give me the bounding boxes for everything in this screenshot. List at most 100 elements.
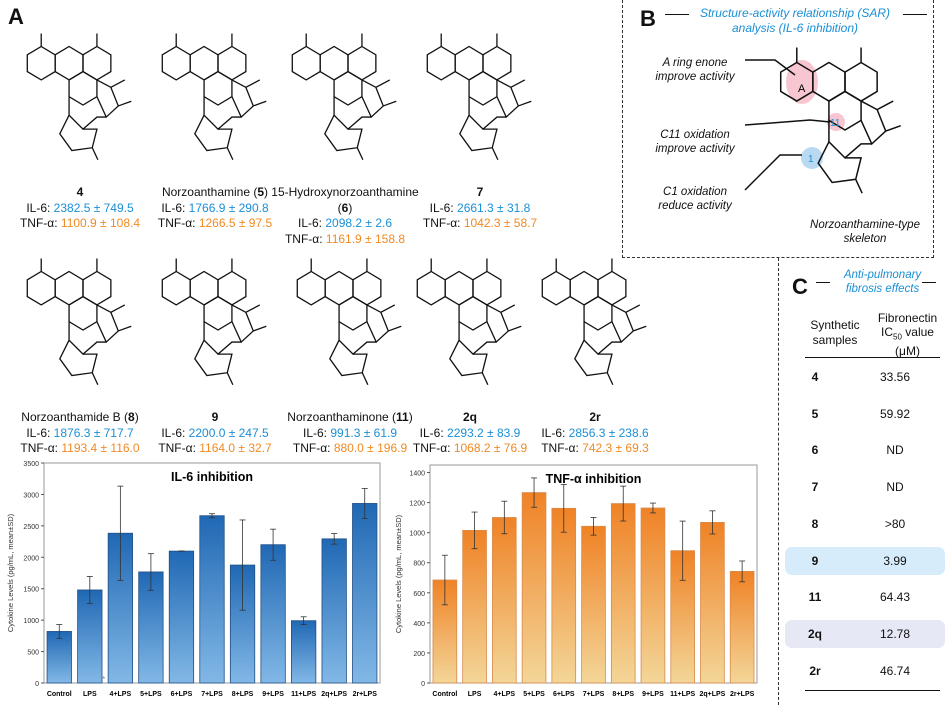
y-tick-label: 400: [413, 621, 425, 628]
y-tick-label: 3500: [23, 461, 39, 468]
bar-Control: [46, 631, 72, 684]
sar-label-a-ring: A ring enone improve activity: [655, 57, 735, 83]
compound-caption-9: 9 IL-6: 2200.0 ± 247.5 TNF-α: 1164.0 ± 3…: [158, 410, 272, 455]
structure-11: [296, 257, 402, 386]
panel-c-divider: [778, 258, 779, 705]
x-tick-label: 11+LPS: [670, 691, 695, 698]
x-tick-label: 6+LPS: [553, 691, 575, 698]
table-row: 7 ND: [785, 473, 945, 501]
bar-11+LPS: [291, 620, 317, 684]
table-row: 6 ND: [785, 436, 945, 464]
bar-5+LPS: [521, 492, 547, 684]
table-row: 4 33.56: [785, 363, 945, 391]
y-tick-label: 200: [413, 651, 425, 658]
ic50-cell: 46.74: [879, 663, 911, 678]
structure-4: [26, 32, 132, 161]
y-axis-label: Cytokine Levels (pg/mL, mean±SD): [6, 513, 15, 632]
ic50-cell: 64.43: [879, 590, 911, 605]
significance-marker: *: [102, 675, 105, 684]
table-row: 5 59.92: [785, 400, 945, 428]
y-tick-label: 0: [35, 681, 39, 688]
x-tick-label: 2q+LPS: [699, 691, 725, 698]
x-tick-label: 2r+LPS: [730, 691, 755, 698]
table-row: 11 64.43: [785, 583, 945, 611]
table-row: 8 >80: [785, 510, 945, 538]
bar-2r+LPS: [352, 503, 378, 684]
table-title: Anti-pulmonary fibrosis effects: [843, 269, 922, 295]
x-tick-label: 11+LPS: [291, 691, 316, 698]
sar-label-c1: C1 oxidation reduce activity: [658, 186, 732, 212]
y-tick-label: 1500: [23, 587, 39, 594]
x-tick-label: 5+LPS: [523, 691, 545, 698]
x-tick-label: 6+LPS: [171, 691, 193, 698]
bar-LPS: [77, 589, 103, 684]
bar-4+LPS: [492, 517, 517, 684]
table-row: 2q 12.78: [785, 619, 945, 648]
sample-cell: 11: [808, 590, 822, 605]
y-tick-label: 500: [27, 650, 39, 657]
bar-2q+LPS: [700, 522, 725, 684]
sample-cell: 2r: [809, 663, 821, 678]
compound-caption-2q: 2q IL-6: 2293.2 ± 83.9 TNF-α: 1068.2 ± 7…: [412, 410, 528, 455]
structure-6: [291, 32, 397, 161]
x-tick-label: Control: [432, 691, 457, 698]
col-header-ic50: Fibronectin IC50 value (μM): [877, 311, 938, 359]
tnf-chart: 0 200 400 600 800 1000 1200 1400 Cytokine Levels…: [395, 464, 758, 698]
x-tick-label: 2r+LPS: [353, 691, 378, 698]
x-tick-label: 4+LPS: [110, 691, 132, 698]
sar-title-line1: Structure-activity relationship (SAR): [699, 6, 891, 20]
ic50-cell: 33.56: [879, 370, 911, 384]
panel-letter-b: B: [640, 6, 656, 31]
compound-caption-11: Norzoanthaminone (11) IL-6: 991.3 ± 61.9…: [287, 410, 413, 455]
y-tick-label: 1200: [409, 501, 425, 508]
panel-letter-c: C: [792, 274, 808, 299]
x-tick-label: 7+LPS: [201, 691, 223, 698]
ring-a-label: A: [798, 83, 806, 95]
sample-cell: 2q: [807, 626, 822, 641]
il6-chart: 0 500 1000 1500 2000 2500 3000 3500 Cytokine Lev…: [6, 461, 381, 698]
ic50-cell: 3.99: [883, 553, 907, 568]
y-tick-label: 2500: [23, 524, 39, 531]
sample-cell: 4: [811, 370, 819, 384]
compound-caption-7: 7 IL-6: 2661.3 ± 31.8 TNF-α: 1042.3 ± 58…: [422, 185, 538, 230]
compound-caption-8: Norzoanthamide B (8) IL-6: 1876.3 ± 717.…: [20, 410, 140, 455]
bar-2q+LPS: [321, 538, 347, 684]
compound-caption-4: 4 IL-6: 2382.5 ± 749.5 TNF-α: 1100.9 ± 1…: [19, 185, 141, 230]
y-tick-label: 1000: [409, 531, 425, 538]
x-tick-label: 7+LPS: [583, 691, 605, 698]
x-tick-label: 9+LPS: [262, 691, 284, 698]
x-tick-label: 9+LPS: [642, 691, 664, 698]
x-tick-label: 5+LPS: [140, 691, 162, 698]
compound-caption-2r: 2r IL-6: 2856.3 ± 238.6 TNF-α: 742.3 ± 6…: [541, 410, 649, 455]
table-row: 2r 46.74: [785, 657, 945, 685]
ic50-cell: ND: [886, 443, 904, 458]
c11-number: 11: [830, 118, 841, 129]
sar-title-line2: analysis (IL-6 inhibition): [731, 21, 859, 35]
bar-6+LPS: [551, 507, 577, 684]
x-tick-label: 4+LPS: [494, 691, 516, 698]
compound-caption-6: 15-Hydroxynorzoanthamine (6) IL-6: 2098.…: [271, 185, 419, 246]
y-axis-label: Cytokine Levels (pg/mL, mean±SD): [395, 514, 403, 633]
sample-cell: 6: [811, 443, 819, 458]
y-tick-label: 800: [413, 561, 425, 568]
y-tick-label: 3000: [23, 492, 39, 499]
ic50-cell: 12.78: [879, 626, 911, 641]
structure-2q: [416, 257, 522, 386]
bar-2r+LPS: [729, 570, 755, 684]
panel-letter-a: A: [8, 4, 24, 29]
sample-cell: 5: [811, 406, 819, 421]
sar-skeleton-label: Norzoanthamine-type skeleton: [810, 219, 920, 245]
compound-caption-5: Norzoanthamine (5) IL-6: 1766.9 ± 290.8 …: [157, 185, 273, 230]
sar-panel-border: [622, 0, 934, 258]
sar-label-c11: C11 oxidation improve activity: [655, 129, 735, 155]
bar-7+LPS: [581, 525, 606, 684]
y-tick-label: 1400: [409, 471, 425, 478]
table-row: 9 3.99: [785, 546, 945, 575]
x-tick-label: 8+LPS: [612, 691, 634, 698]
col-header-samples: Synthetic samples: [810, 318, 860, 347]
bar-9+LPS: [640, 507, 666, 684]
sar-skeleton-structure: A 11 1: [744, 46, 902, 194]
ic50-cell: >80: [884, 516, 906, 531]
y-tick-label: 1000: [23, 618, 39, 625]
structure-5: [161, 32, 267, 161]
